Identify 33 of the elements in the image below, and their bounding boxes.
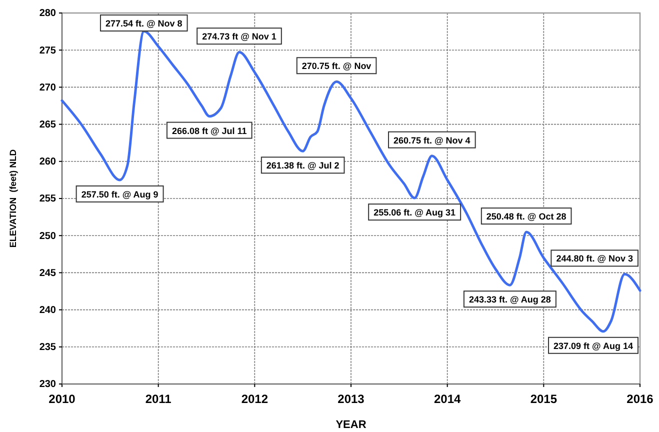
annotation: 261.38 ft. @ Jul 2 xyxy=(266,160,340,171)
y-tick-label: 275 xyxy=(39,45,56,56)
y-axis-title: ELEVATION (feet) NLD xyxy=(8,148,18,248)
y-tick-label: 245 xyxy=(39,268,56,279)
annotation: 244.80 ft. @ Nov 3 xyxy=(556,254,633,264)
annotation: 255.06 ft. @ Aug 31 xyxy=(374,208,456,218)
annotation: 237.09 ft @ Aug 14 xyxy=(554,340,633,351)
line-series xyxy=(60,30,642,333)
y-tick-label: 270 xyxy=(39,82,56,94)
annotation: 274.73 ft @ Nov 1 xyxy=(202,32,276,42)
annotation: 243.33 ft. @ Aug 28 xyxy=(468,294,551,305)
annotation: 260.75 ft. @ Nov 4 xyxy=(394,135,470,146)
x-tick-label: 2013 xyxy=(338,392,365,406)
y-tick-label: 280 xyxy=(39,8,56,20)
annotation: 257.50 ft. @ Aug 9 xyxy=(81,189,158,200)
annotation: 270.75 ft. @ Nov xyxy=(302,61,372,72)
annotation: 250.48 ft. @ Oct 28 xyxy=(486,212,566,222)
x-tick-label: 2012 xyxy=(241,392,268,406)
annotation: 266.08 ft @ Jul 11 xyxy=(172,126,247,136)
x-tick-label: 2011 xyxy=(145,392,172,406)
y-tick-label: 260 xyxy=(39,156,56,168)
y-tick-label: 265 xyxy=(39,120,56,130)
x-tick-label: 2010 xyxy=(48,392,76,406)
y-tick-label: 235 xyxy=(39,342,56,354)
x-tick-label: 2015 xyxy=(530,392,558,406)
x-tick-label: 2014 xyxy=(434,392,462,406)
y-tick-label: 255 xyxy=(39,194,56,205)
y-tick-label: 250 xyxy=(39,230,56,242)
y-tick-label: 230 xyxy=(39,379,56,390)
x-tick-label: 2016 xyxy=(626,392,654,406)
annotation: 277.54 ft. @ Nov 8 xyxy=(105,18,182,28)
x-axis-title: YEAR xyxy=(336,419,366,431)
y-tick-label: 240 xyxy=(39,305,56,316)
